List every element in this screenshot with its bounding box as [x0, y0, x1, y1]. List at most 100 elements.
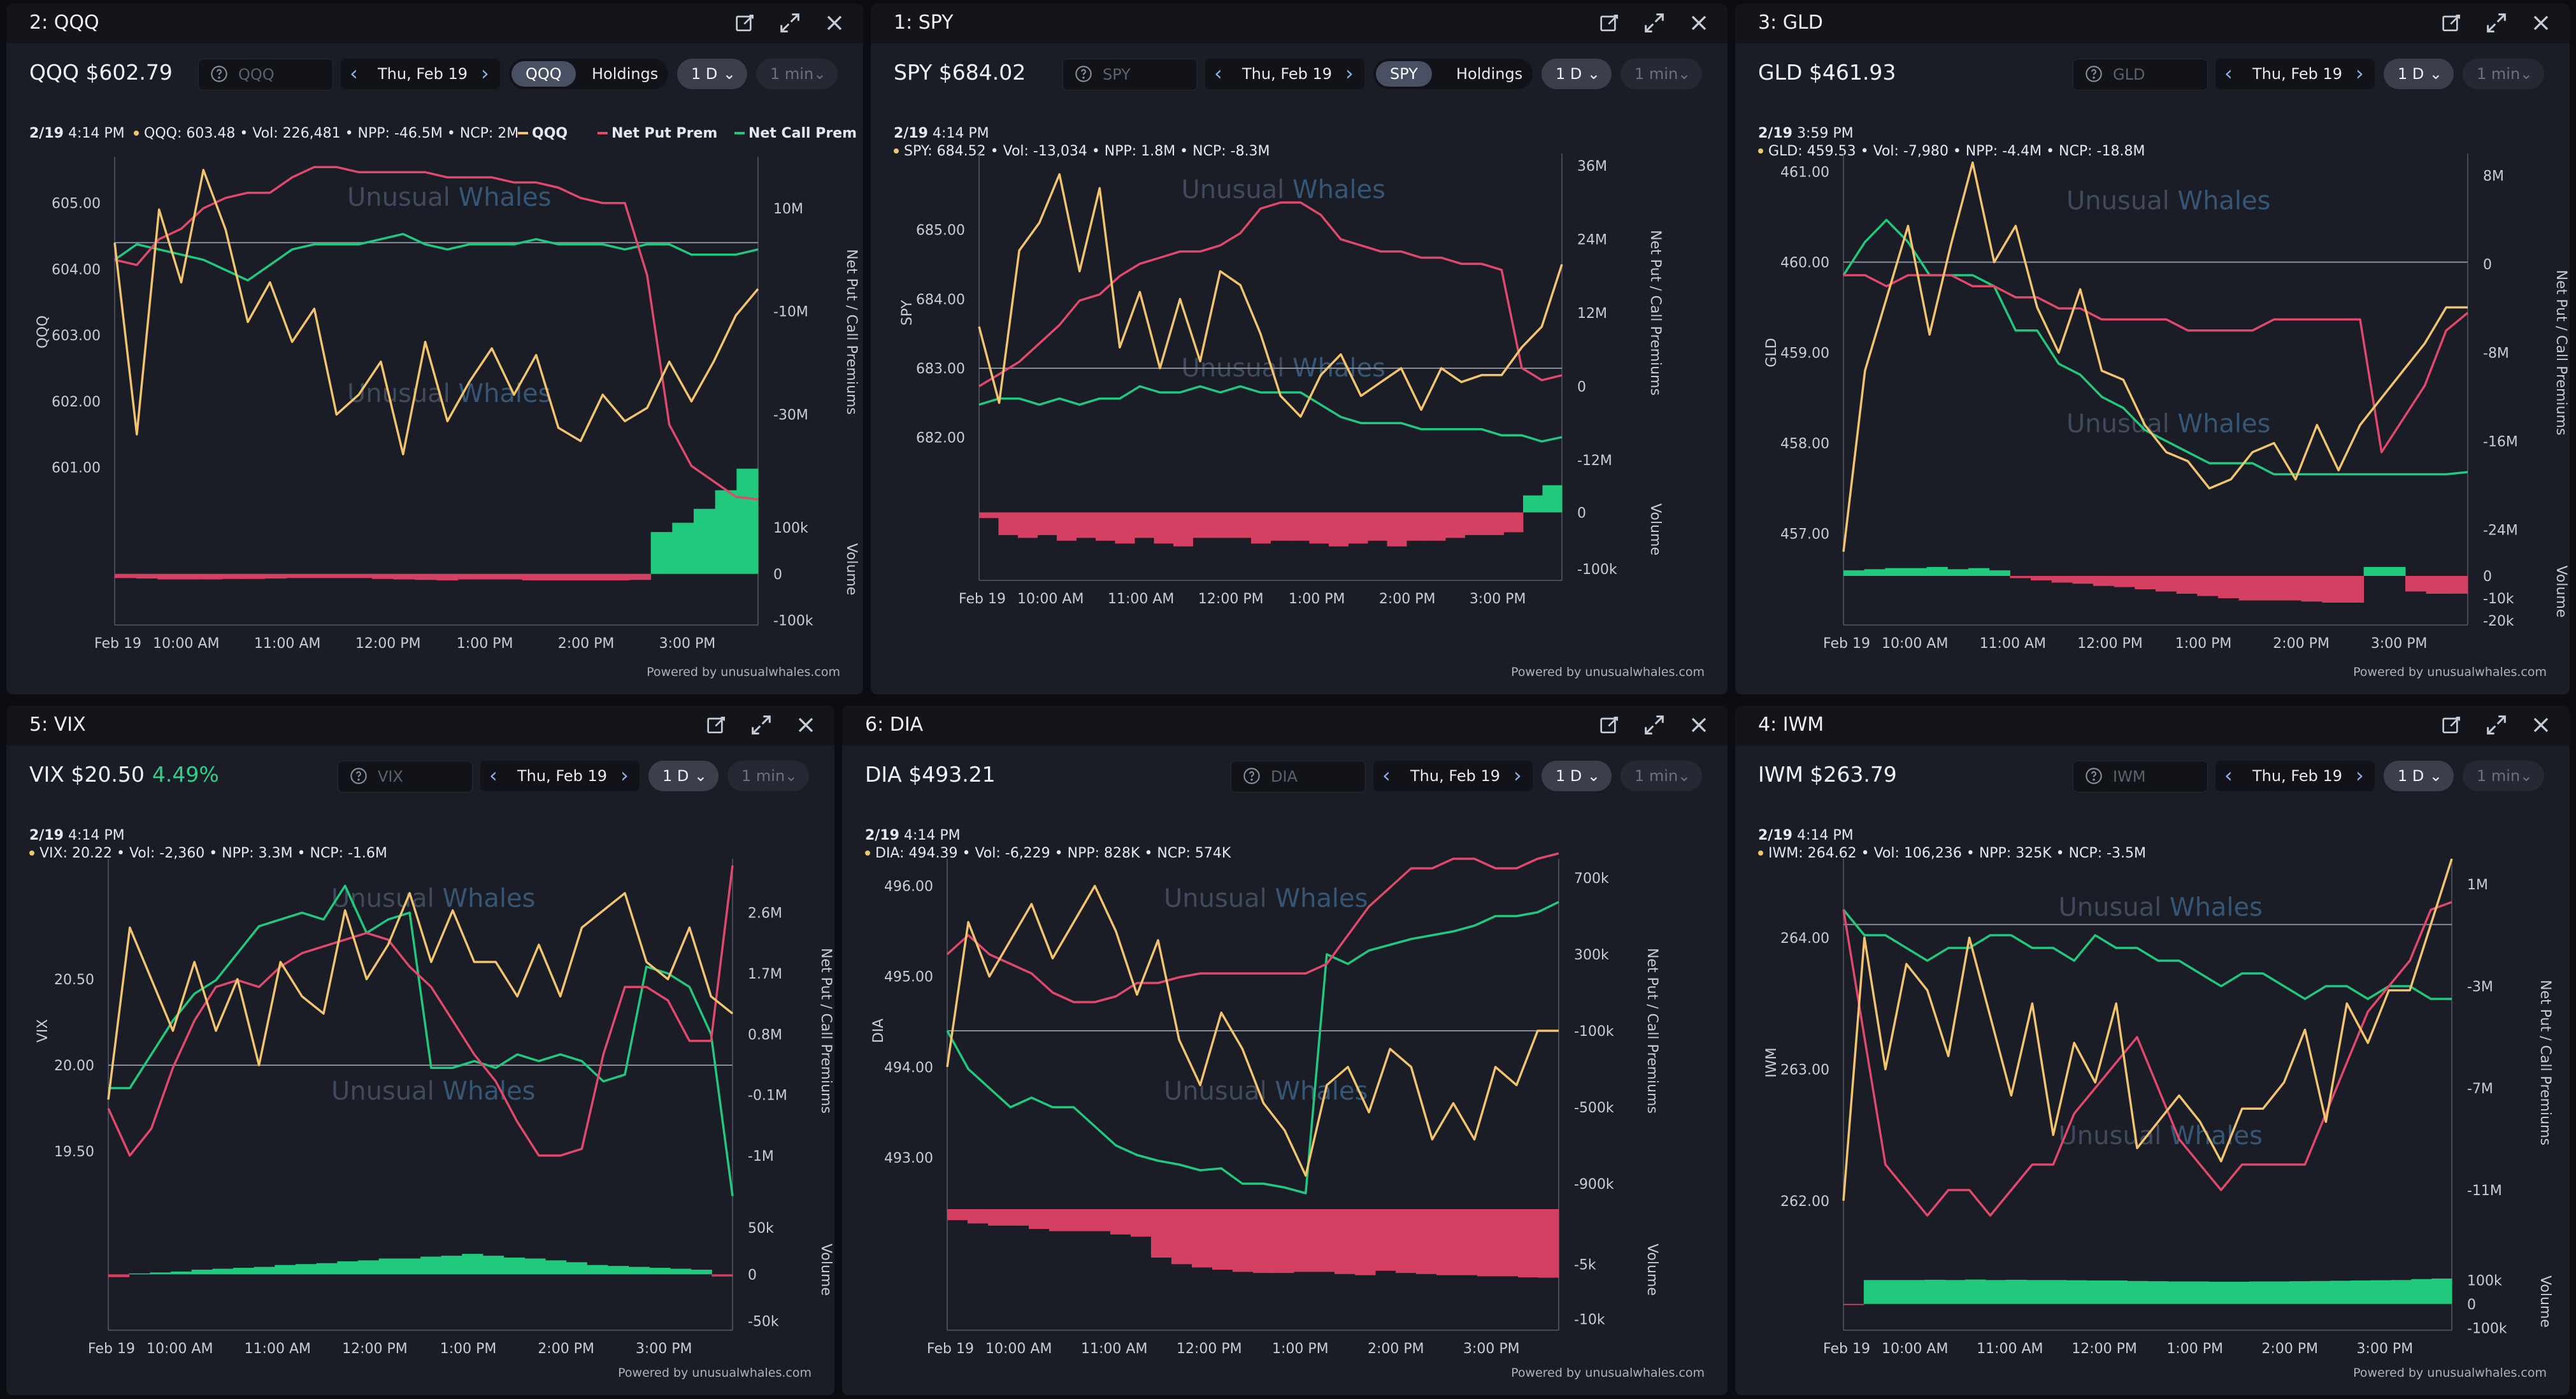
volume-bar [1008, 1209, 1029, 1226]
volume-bar [1477, 1209, 1498, 1276]
volume-bar [2426, 576, 2447, 594]
volume-bar [736, 469, 758, 574]
volume-bar [543, 574, 565, 580]
y-tick-label: 603.00 [52, 328, 101, 344]
volume-bar [1233, 1209, 1254, 1272]
y2-tick-label: -11M [2467, 1183, 2502, 1199]
volume-bar [2371, 1281, 2391, 1304]
volume-bar [1426, 512, 1446, 540]
y2-tick-label: -500k [1574, 1100, 1614, 1116]
x-tick-label: Feb 19 [959, 591, 1006, 607]
volume-bar [1387, 512, 1407, 546]
volume-bar [670, 1269, 691, 1275]
powered-by-footer[interactable]: Powered by unusualwhales.com [1511, 1366, 1705, 1380]
volume-bar [2289, 1281, 2310, 1304]
volume-bar [399, 1258, 420, 1274]
volume-tick-label: 0 [748, 1267, 757, 1283]
volume-axis-label: Volume [1644, 1244, 1660, 1296]
volume-bar [1457, 1209, 1478, 1275]
volume-bar [2197, 576, 2218, 596]
volume-bar [308, 574, 329, 578]
volume-bar [2208, 1282, 2229, 1304]
volume-bar [691, 1270, 712, 1274]
volume-bar [947, 1209, 968, 1220]
volume-bar [651, 532, 673, 574]
volume-bar [968, 1209, 989, 1223]
volume-bar [479, 574, 501, 580]
powered-by-footer[interactable]: Powered by unusualwhales.com [2353, 1366, 2547, 1380]
volume-bar [136, 574, 158, 578]
y2-tick-label: 0 [1577, 379, 1586, 395]
volume-tick-label: -10k [1574, 1312, 1605, 1328]
y2-axis-label: Net Put / Call Premiums [1647, 230, 1663, 396]
volume-bar [462, 1254, 483, 1274]
y2-tick-label: -7M [2467, 1081, 2493, 1097]
powered-by-footer[interactable]: Powered by unusualwhales.com [647, 665, 840, 679]
volume-bar [108, 1274, 129, 1277]
info-time: 4:14 PM [68, 828, 125, 843]
volume-bar [212, 1269, 233, 1275]
volume-bar [629, 574, 651, 580]
volume-bar [2168, 1282, 2188, 1304]
info-time: 4:14 PM [68, 126, 125, 141]
volume-bar [2364, 567, 2385, 576]
volume-bar [1096, 512, 1115, 540]
net-call-premium-line [979, 386, 1562, 441]
powered-by-footer[interactable]: Powered by unusualwhales.com [618, 1366, 812, 1380]
volume-bar [1375, 1209, 1396, 1271]
volume-bar [1038, 512, 1057, 535]
volume-bar [501, 574, 522, 580]
volume-bar [2010, 576, 2031, 578]
volume-bar [372, 574, 394, 579]
net-call-premium-line [108, 886, 733, 1196]
volume-bar [2411, 1279, 2431, 1304]
net-put-premium-line [115, 167, 758, 499]
volume-axis-label: Volume [1647, 503, 1663, 556]
watermark: Unusual Whales [1164, 1077, 1368, 1106]
volume-tick-label: -100k [773, 613, 813, 629]
volume-bar [201, 574, 222, 580]
price-premium-chart: 2/19 4:14 PMSPY: 684.52 • Vol: -13,034 •… [871, 4, 1728, 694]
x-tick-label: 2:00 PM [2261, 1341, 2318, 1357]
chart-panel-dia: 6: DIA DIA $493.21 1 min ⌄ 1 D ⌄ ‹ Thu, Feb 19 ›… [842, 706, 1728, 1395]
volume-bar [1049, 1209, 1070, 1231]
info-date: 2/19 [29, 828, 64, 843]
volume-bar [1885, 568, 1906, 576]
chart-panel-iwm: 4: IWM IWM $263.79 1 min ⌄ 1 D ⌄ ‹ Thu, Feb 19 ›… [1735, 706, 2570, 1395]
volume-bar [522, 574, 544, 580]
volume-bar [1335, 1209, 1356, 1274]
volume-tick-label: 100k [773, 520, 808, 536]
price-dot [134, 131, 139, 136]
price-premium-chart: 2/19 4:14 PM QQQ: 603.48 • Vol: 226,481 •… [6, 4, 863, 694]
y-tick-label: 264.00 [1780, 931, 1829, 947]
y2-tick-label: 0 [2483, 257, 2492, 273]
y-axis-label: VIX [35, 1019, 51, 1043]
volume-bar [649, 1268, 670, 1274]
volume-bar [1484, 512, 1504, 535]
volume-bar [296, 1264, 317, 1274]
y-tick-label: 685.00 [916, 223, 965, 239]
volume-tick-label: -20k [2483, 613, 2514, 629]
y-tick-label: 493.00 [884, 1151, 933, 1166]
powered-by-footer[interactable]: Powered by unusualwhales.com [1511, 665, 1705, 679]
x-tick-label: 10:00 AM [1017, 591, 1084, 607]
volume-bar [694, 509, 715, 574]
powered-by-footer[interactable]: Powered by unusualwhales.com [2353, 665, 2547, 679]
volume-bar [2351, 1281, 2371, 1304]
volume-bar [1151, 1209, 1172, 1258]
y2-tick-label: -3M [2467, 979, 2493, 995]
watermark: Unusual Whales [347, 183, 552, 212]
y2-axis-label: Net Put / Call Premiums [1644, 948, 1660, 1114]
volume-bar [1906, 568, 1927, 576]
volume-bar [1349, 512, 1368, 543]
volume-bar [2188, 1282, 2208, 1304]
watermark: Unusual Whales [2066, 187, 2271, 216]
x-tick-label: 12:00 PM [1198, 591, 1264, 607]
price-dot [1758, 148, 1763, 154]
volume-bar [192, 1270, 213, 1274]
y-tick-label: 602.00 [52, 394, 101, 410]
net-call-premium-line [947, 902, 1559, 1193]
volume-bar [1212, 1209, 1233, 1270]
volume-bar [1924, 1280, 1945, 1304]
price-premium-chart: 2/19 4:14 PMDIA: 494.39 • Vol: -6,229 • … [842, 706, 1728, 1395]
